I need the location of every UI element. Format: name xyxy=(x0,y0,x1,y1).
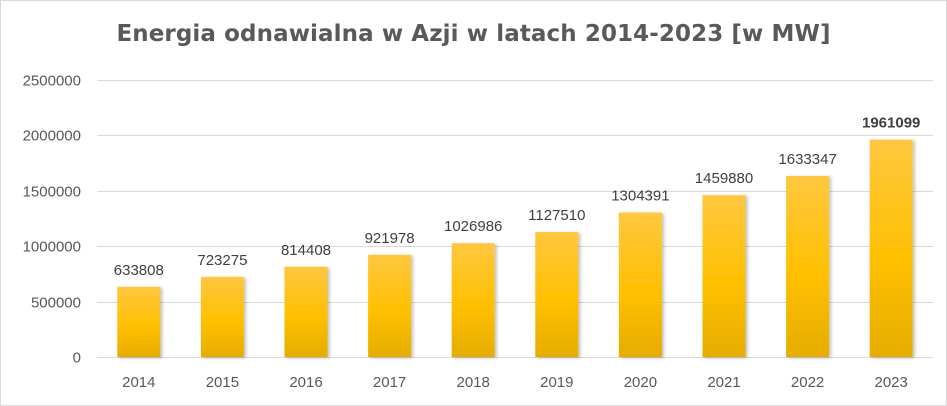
x-tick-label-2020: 2020 xyxy=(624,374,657,391)
chart-title: Energia odnawialna w Azji w latach 2014-… xyxy=(116,21,831,47)
y-axis-tick-labels: 0 500000 1000000 1500000 2000000 2500000 xyxy=(23,73,81,367)
x-tick-label-2022: 2022 xyxy=(791,374,824,391)
data-label-2022: 1633347 xyxy=(778,151,836,168)
x-tick-label-2021: 2021 xyxy=(707,374,740,391)
x-tick-label-2023: 2023 xyxy=(875,374,908,391)
bar-2015 xyxy=(200,276,244,357)
x-tick-label-2018: 2018 xyxy=(457,374,490,391)
y-tick-label: 500000 xyxy=(31,295,81,312)
y-tick-label: 0 xyxy=(73,350,81,367)
x-axis-tick-labels: 2014 2015 2016 2017 2018 2019 2020 2021 2022 2023 xyxy=(122,374,908,391)
bar-2020 xyxy=(618,212,662,357)
x-tick-label-2014: 2014 xyxy=(122,374,155,391)
data-label-2020: 1304391 xyxy=(611,188,669,205)
bars xyxy=(117,139,913,357)
bar-2019 xyxy=(535,232,579,357)
data-label-2023: 1961099 xyxy=(862,115,920,132)
x-tick-label-2016: 2016 xyxy=(289,374,322,391)
data-label-2017: 921978 xyxy=(365,230,415,247)
bar-2016 xyxy=(284,266,328,357)
y-tick-label: 2000000 xyxy=(23,128,81,145)
data-label-2018: 1026986 xyxy=(444,218,502,235)
bar-2017 xyxy=(368,254,412,357)
data-label-2019: 1127510 xyxy=(528,207,585,224)
bar-2022 xyxy=(786,176,830,357)
x-tick-label-2019: 2019 xyxy=(540,374,573,391)
bar-2014 xyxy=(117,286,161,357)
data-label-2016: 814408 xyxy=(281,242,331,259)
bar-2023 xyxy=(869,139,913,357)
data-labels: 633808 723275 814408 921978 1026986 1127510 13… xyxy=(114,115,921,279)
data-label-2014: 633808 xyxy=(114,262,164,279)
y-tick-label: 1500000 xyxy=(23,184,81,201)
x-tick-label-2017: 2017 xyxy=(373,374,406,391)
data-label-2015: 723275 xyxy=(197,252,247,269)
data-label-2021: 1459880 xyxy=(695,170,753,187)
bar-2018 xyxy=(451,243,495,357)
bar-2021 xyxy=(702,195,746,357)
y-tick-label: 1000000 xyxy=(23,239,81,256)
x-tick-label-2015: 2015 xyxy=(206,374,239,391)
y-tick-label: 2500000 xyxy=(23,73,81,90)
